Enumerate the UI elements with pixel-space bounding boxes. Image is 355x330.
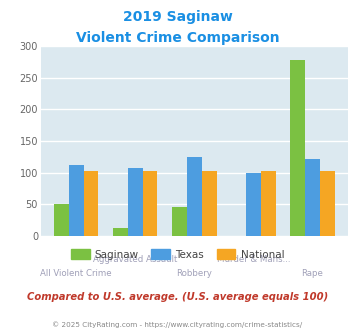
- Text: Aggravated Assault: Aggravated Assault: [93, 255, 178, 264]
- Bar: [84, 172, 98, 236]
- Bar: [305, 159, 320, 236]
- Bar: [69, 165, 84, 236]
- Text: Robbery: Robbery: [176, 269, 212, 278]
- Bar: [290, 60, 305, 236]
- Bar: [187, 157, 202, 236]
- Text: Compared to U.S. average. (U.S. average equals 100): Compared to U.S. average. (U.S. average …: [27, 292, 328, 302]
- Bar: [128, 168, 143, 236]
- Text: Murder & Mans...: Murder & Mans...: [217, 255, 290, 264]
- Bar: [172, 208, 187, 236]
- Bar: [202, 172, 217, 236]
- Bar: [113, 228, 128, 236]
- Legend: Saginaw, Texas, National: Saginaw, Texas, National: [67, 245, 288, 264]
- Text: All Violent Crime: All Violent Crime: [40, 269, 112, 278]
- Bar: [246, 173, 261, 236]
- Text: Violent Crime Comparison: Violent Crime Comparison: [76, 31, 279, 45]
- Text: © 2025 CityRating.com - https://www.cityrating.com/crime-statistics/: © 2025 CityRating.com - https://www.city…: [53, 322, 302, 328]
- Text: Rape: Rape: [301, 269, 323, 278]
- Text: 2019 Saginaw: 2019 Saginaw: [122, 10, 233, 24]
- Bar: [261, 172, 275, 236]
- Bar: [320, 172, 335, 236]
- Bar: [54, 204, 69, 236]
- Bar: [143, 172, 158, 236]
